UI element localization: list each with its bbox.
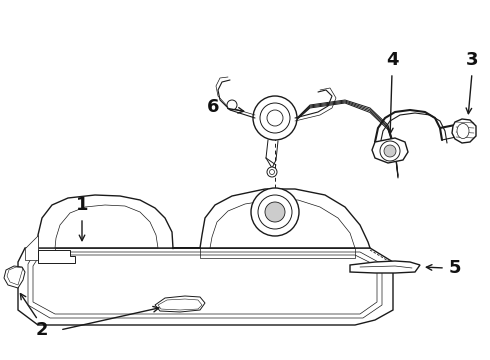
Text: 4: 4 [386, 51, 398, 69]
Polygon shape [18, 248, 393, 325]
Polygon shape [25, 235, 38, 260]
Circle shape [253, 96, 297, 140]
Text: 2: 2 [36, 321, 48, 339]
Circle shape [267, 110, 283, 126]
Text: 1: 1 [76, 196, 88, 214]
Circle shape [384, 145, 396, 157]
Circle shape [270, 170, 274, 175]
Text: 6: 6 [207, 98, 219, 116]
Polygon shape [372, 138, 408, 163]
Text: 3: 3 [466, 51, 478, 69]
Text: 5: 5 [449, 259, 461, 277]
Polygon shape [38, 250, 75, 263]
Polygon shape [38, 189, 370, 248]
Circle shape [380, 141, 400, 161]
Circle shape [227, 100, 237, 110]
Polygon shape [38, 248, 55, 260]
Circle shape [258, 195, 292, 229]
Circle shape [265, 202, 285, 222]
Ellipse shape [457, 123, 469, 139]
Circle shape [267, 167, 277, 177]
Polygon shape [155, 296, 205, 312]
Circle shape [251, 188, 299, 236]
Polygon shape [350, 261, 420, 273]
Polygon shape [452, 119, 476, 143]
Polygon shape [4, 266, 25, 288]
Circle shape [260, 103, 290, 133]
